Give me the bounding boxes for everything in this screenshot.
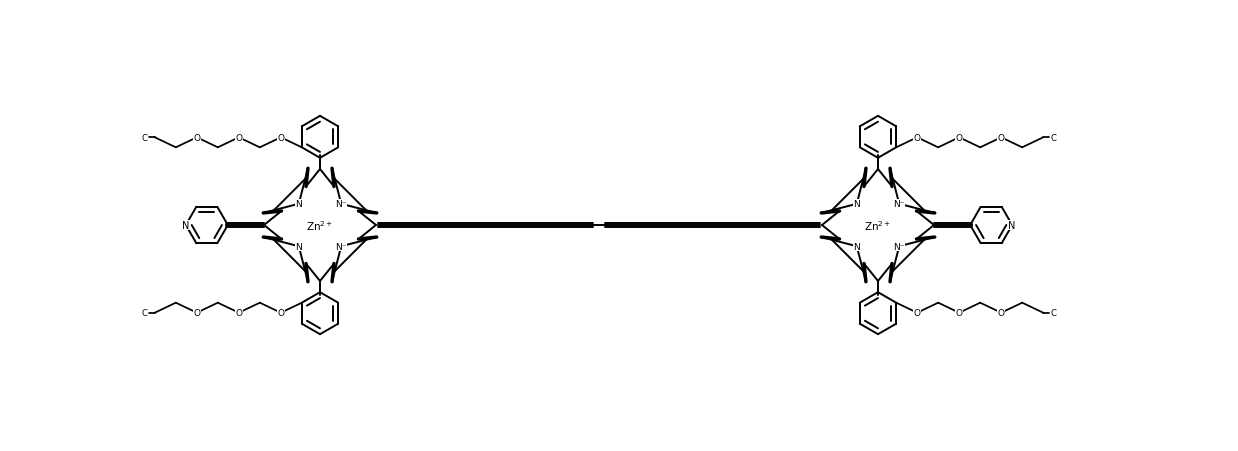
Text: N⁻: N⁻ [894,200,905,209]
Text: O: O [956,308,963,318]
Text: N: N [182,221,189,230]
Text: N: N [296,242,302,251]
Text: N: N [853,242,860,251]
Text: C: C [142,133,147,143]
Text: O: O [277,308,285,318]
Text: N⁻: N⁻ [894,242,905,251]
Text: N: N [1009,221,1016,230]
Text: Zn$^{2+}$: Zn$^{2+}$ [864,219,891,232]
Text: O: O [998,133,1005,143]
Text: C: C [1050,133,1056,143]
Text: C: C [142,308,147,318]
Text: N: N [296,200,302,209]
Text: N⁻: N⁻ [335,200,347,209]
Text: O: O [235,133,243,143]
Text: O: O [956,133,963,143]
Text: C: C [1050,308,1056,318]
Text: O: O [914,308,921,318]
Text: O: O [277,133,285,143]
Text: O: O [914,133,921,143]
Text: O: O [193,133,201,143]
Text: O: O [235,308,243,318]
Text: N: N [853,200,860,209]
Text: O: O [998,308,1005,318]
Text: O: O [193,308,201,318]
Text: Zn$^{2+}$: Zn$^{2+}$ [307,219,333,232]
Text: N⁻: N⁻ [335,242,347,251]
